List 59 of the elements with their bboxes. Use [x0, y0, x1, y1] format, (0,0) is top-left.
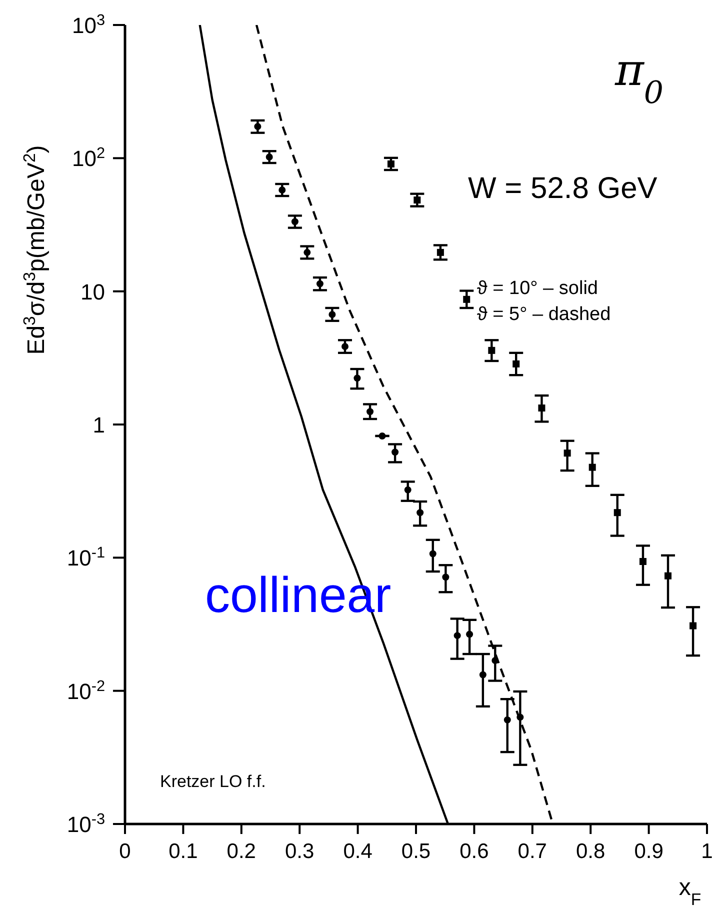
point: [690, 622, 697, 630]
x-tick-label: 1: [701, 840, 712, 863]
point: [454, 632, 461, 640]
x-tick-label: 0: [119, 840, 131, 863]
point: [404, 486, 412, 494]
point: [564, 450, 571, 457]
y-tick-label: 10$^{-1}$: [66, 544, 105, 571]
point: [366, 408, 374, 416]
y-tick-label: 10$^{3}$: [72, 12, 105, 38]
x-tick-label: 0.2: [226, 840, 256, 863]
point: [341, 343, 348, 350]
point: [414, 196, 421, 204]
y-tick-label: 10$^{-2}$: [66, 677, 105, 704]
annotation: ϑ = 5° – dashed: [477, 304, 611, 325]
x-tick-label: 0.4: [343, 840, 373, 863]
point: [614, 509, 621, 516]
point: [492, 656, 499, 664]
x-axis-title: x$_{F}$: [678, 874, 702, 908]
y-tick-label: 10$^{2}$: [72, 144, 105, 172]
y-tick-label: 1: [92, 412, 105, 438]
point: [512, 360, 520, 368]
point: [664, 572, 672, 580]
point: [466, 630, 474, 638]
point: [538, 404, 546, 412]
point: [639, 558, 646, 565]
x-tick-label: 0.8: [576, 840, 606, 863]
x-tick-label: 0.9: [634, 840, 664, 863]
point: [429, 550, 436, 558]
annotation: Kretzer LO f.f.: [160, 772, 266, 791]
point: [504, 716, 511, 724]
point: [416, 509, 424, 516]
point: [328, 310, 336, 318]
point: [354, 374, 361, 382]
x-tick-label: 0.3: [285, 840, 314, 863]
x-tick-label: 0.6: [460, 840, 489, 863]
point: [488, 346, 496, 354]
point: [463, 296, 470, 303]
point: [436, 248, 444, 256]
x-tick-label: 0.1: [168, 840, 198, 863]
point: [442, 574, 450, 581]
point: [278, 186, 286, 194]
y-tick-label: 10: [80, 279, 105, 304]
point: [516, 714, 524, 721]
annotation: π$_{0}$: [614, 45, 664, 111]
point: [254, 122, 262, 130]
point: [291, 218, 298, 226]
point: [479, 671, 486, 678]
y-tick-label: 10$^{-3}$: [66, 810, 105, 837]
annotation: ϑ = 10° – solid: [477, 278, 598, 299]
x-tick-label: 0.5: [401, 840, 431, 863]
point: [378, 432, 386, 440]
point: [266, 154, 273, 161]
point: [588, 464, 596, 471]
point: [387, 160, 394, 168]
point: [392, 448, 399, 456]
annotation: W = 52.8 GeV: [468, 172, 658, 205]
point: [316, 280, 324, 288]
x-tick-label: 0.7: [518, 840, 547, 863]
point: [304, 248, 311, 256]
